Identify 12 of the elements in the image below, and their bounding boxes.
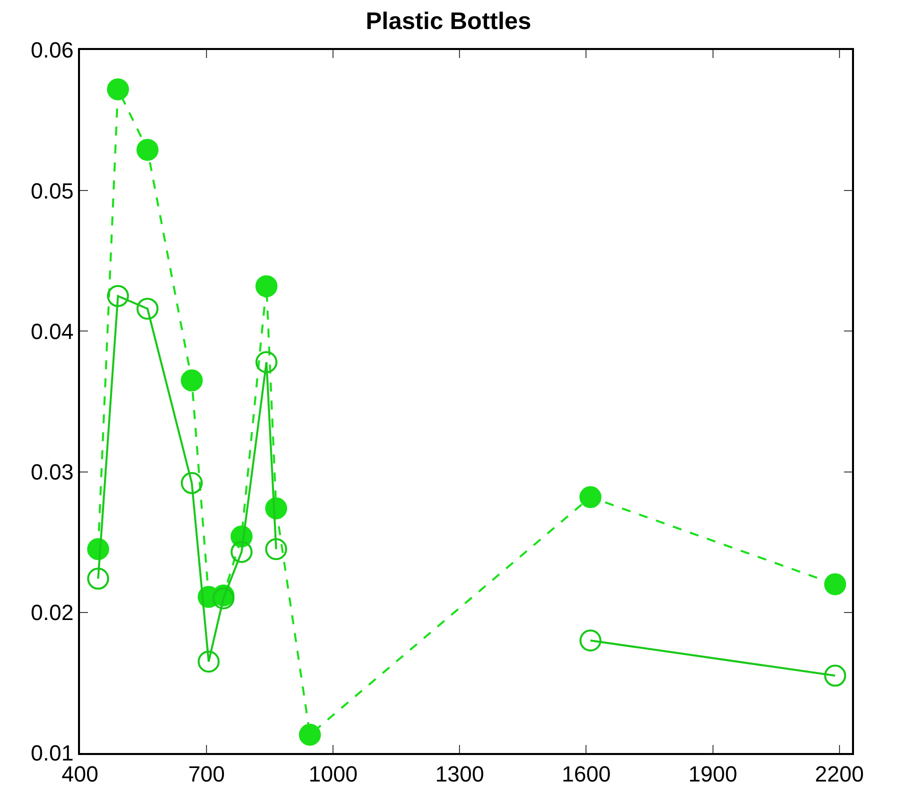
y-tick-label: 0.05 <box>30 178 74 204</box>
x-tick-label: 1900 <box>688 761 738 786</box>
y-tick-label: 0.04 <box>30 318 74 344</box>
x-tick-label: 1000 <box>308 761 358 786</box>
y-tick-label: 0.06 <box>30 38 74 63</box>
y-tick-label: 0.02 <box>30 600 74 626</box>
x-tick-label: 700 <box>188 761 225 786</box>
y-tick-label: 0.03 <box>30 460 74 484</box>
chart-title: Plastic Bottles <box>366 8 532 35</box>
x-tick-label: 1300 <box>435 761 484 786</box>
x-tick-label: 1600 <box>562 761 611 786</box>
x-tick-label: 2200 <box>814 761 864 786</box>
